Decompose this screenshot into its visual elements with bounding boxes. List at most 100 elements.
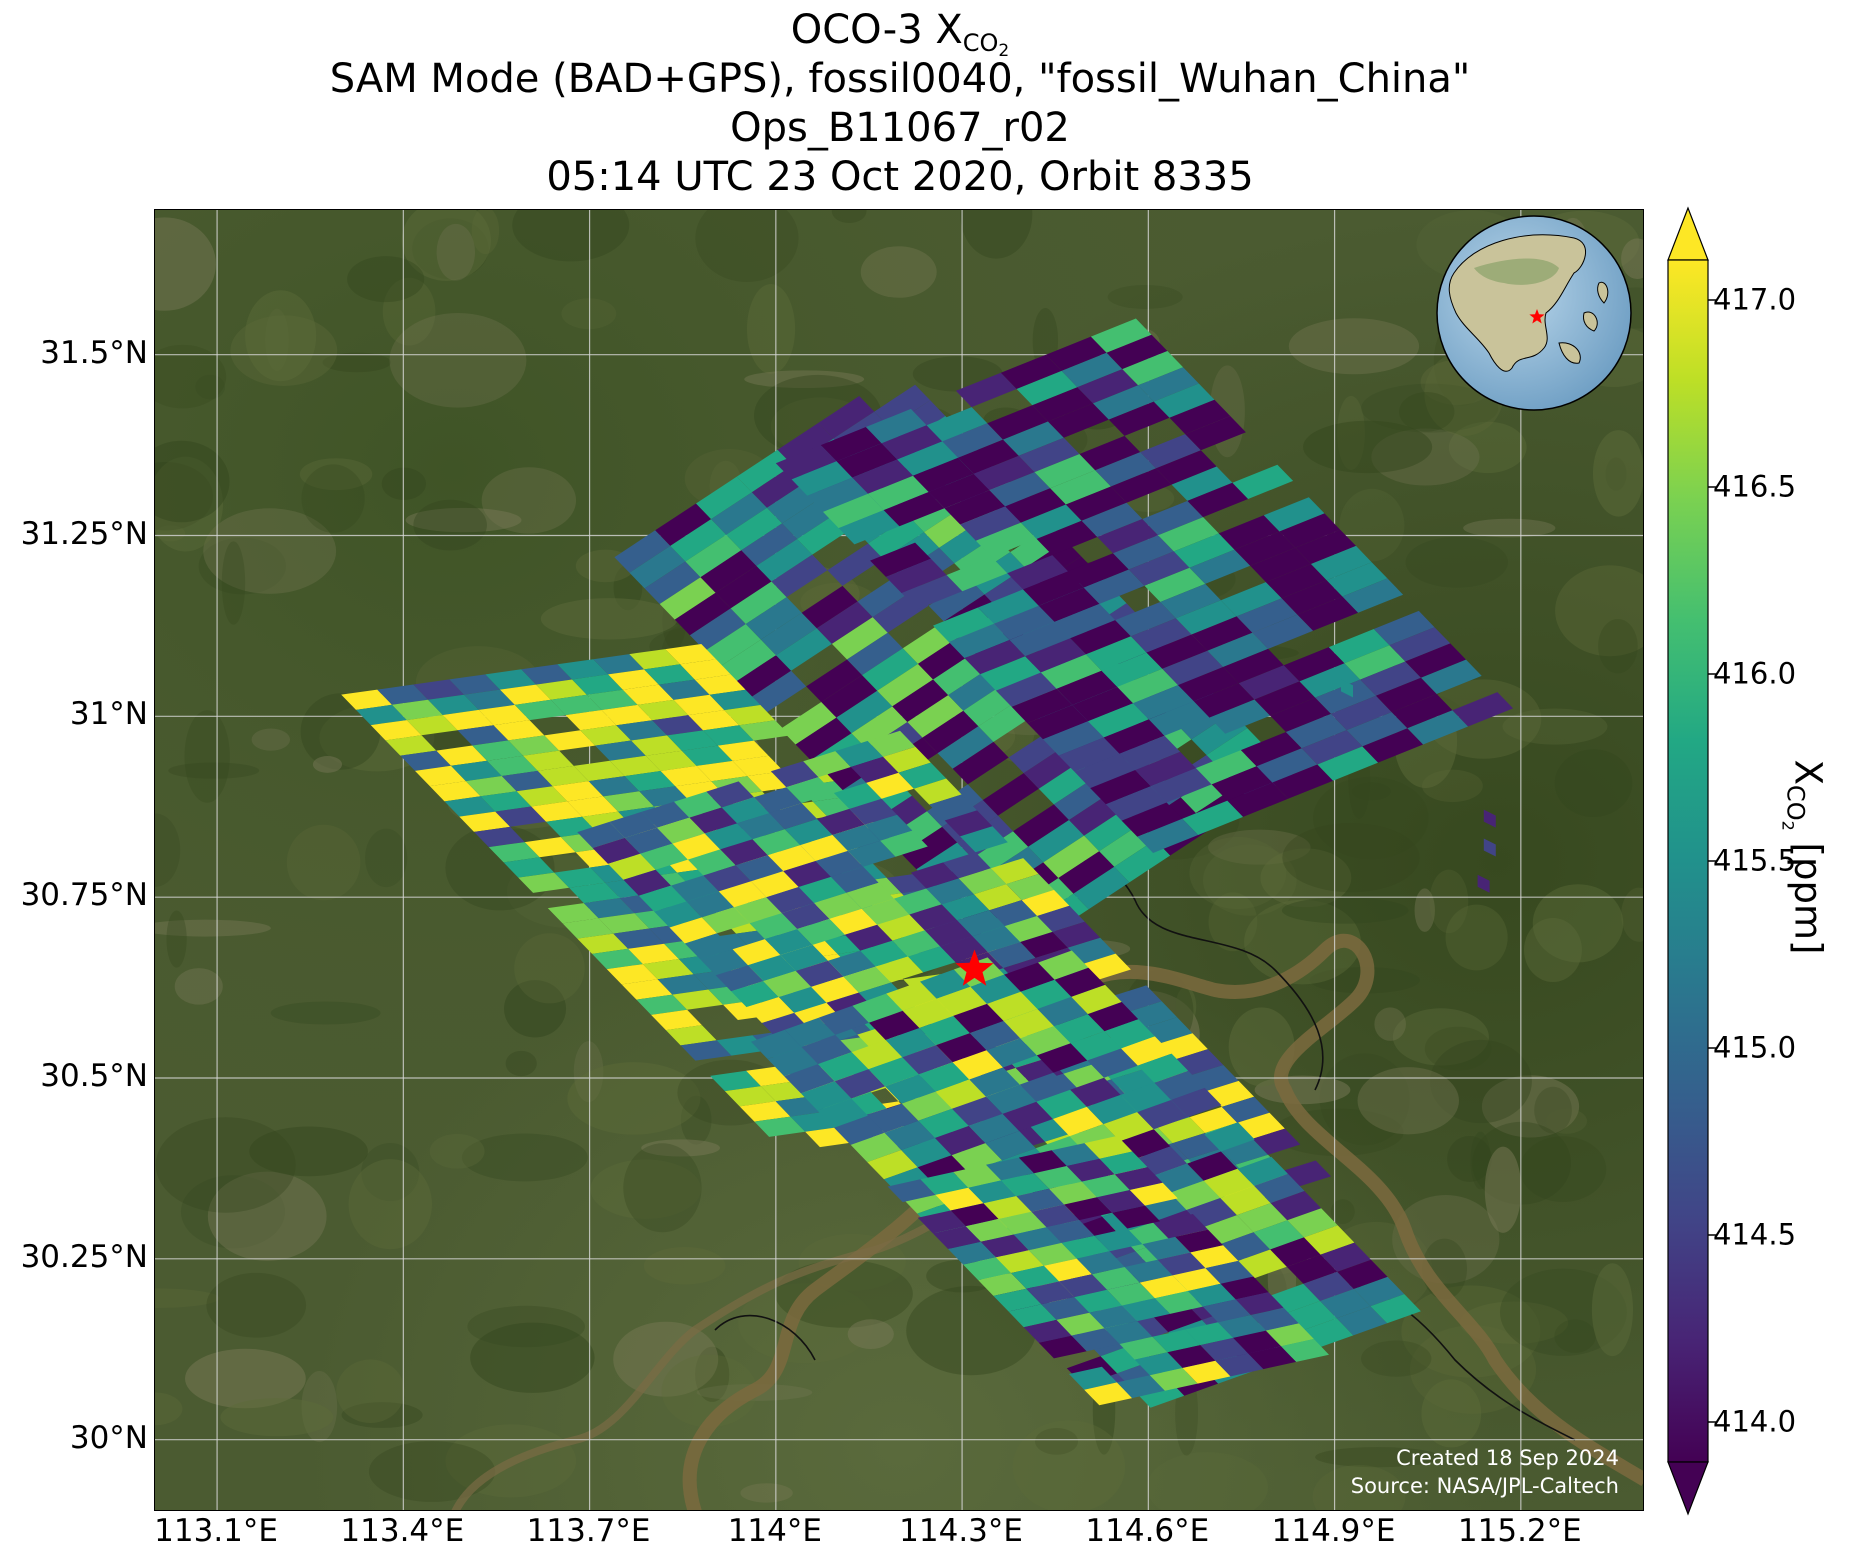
sounding-pixel bbox=[1097, 519, 1159, 554]
sounding-pixel bbox=[1175, 1049, 1224, 1076]
created-date: Created 18 Sep 2024 bbox=[1396, 1446, 1619, 1470]
sounding-pixel bbox=[974, 884, 1022, 911]
sounding-pixel bbox=[870, 542, 931, 577]
sounding-pixel bbox=[1087, 1048, 1138, 1078]
sounding-pixel bbox=[608, 669, 659, 690]
sounding-pixel bbox=[392, 699, 443, 721]
sounding-pixel bbox=[832, 824, 881, 851]
lat-tick-label: 31.25°N bbox=[20, 515, 148, 552]
map-panel[interactable]: Created 18 Sep 2024 Source: NASA/JPL-Cal… bbox=[154, 209, 1644, 1511]
sounding-pixel bbox=[1020, 931, 1068, 958]
sounding-pixel bbox=[1134, 1352, 1183, 1376]
sounding-pixel bbox=[704, 823, 753, 850]
sounding-pixel bbox=[1283, 1160, 1332, 1187]
sounding-pixel bbox=[642, 959, 694, 980]
sounding-pixel bbox=[1067, 937, 1116, 964]
sounding-pixel bbox=[444, 796, 496, 817]
sounding-pixel bbox=[818, 1005, 869, 1035]
sounding-pixel bbox=[1182, 800, 1244, 835]
sounding-pixel bbox=[637, 699, 689, 721]
sounding-pixel bbox=[969, 1021, 1021, 1051]
sounding-pixel bbox=[1005, 488, 1066, 523]
sounding-pixel bbox=[1200, 1337, 1249, 1361]
sounding-pixel bbox=[1281, 580, 1343, 615]
sounding-pixel bbox=[963, 1257, 1012, 1281]
sounding-pixel bbox=[953, 1164, 1002, 1188]
sounding-pixel bbox=[1072, 686, 1134, 722]
sounding-pixel bbox=[586, 689, 638, 710]
sounding-pixel bbox=[866, 772, 914, 799]
sounding-pixel bbox=[884, 1120, 935, 1150]
sounding-pixel bbox=[918, 1062, 970, 1092]
sounding-pixel bbox=[1045, 336, 1107, 371]
sounding-pixel bbox=[780, 944, 828, 971]
sounding-pixel bbox=[1049, 1181, 1097, 1205]
sounding-pixel bbox=[1189, 549, 1251, 584]
sounding-pixel bbox=[1085, 636, 1147, 671]
sounding-pixel bbox=[1041, 1297, 1090, 1320]
sounding-pixel bbox=[948, 623, 1010, 659]
sounding-pixel bbox=[1195, 750, 1257, 785]
sounding-pixel bbox=[1178, 667, 1239, 702]
sounding-pixel bbox=[821, 675, 878, 718]
sounding-pixel bbox=[623, 869, 671, 896]
sounding-pixel bbox=[1150, 768, 1212, 803]
sounding-pixel bbox=[920, 969, 971, 999]
sounding-pixel bbox=[1252, 614, 1314, 649]
lat-tick-label: 30.5°N bbox=[40, 1058, 148, 1094]
sounding-pixel bbox=[544, 730, 596, 751]
sounding-pixel bbox=[660, 765, 712, 787]
sounding-pixel bbox=[754, 1116, 806, 1137]
sounding-pixel bbox=[1220, 1185, 1271, 1216]
sounding-pixel bbox=[836, 443, 898, 478]
sounding-pixel bbox=[754, 787, 802, 814]
sounding-pixel bbox=[720, 839, 768, 866]
sounding-pixel bbox=[986, 1157, 1034, 1181]
sounding-pixel bbox=[1483, 838, 1496, 857]
sounding-pixel bbox=[969, 1067, 1020, 1097]
sounding-pixel bbox=[1203, 1215, 1254, 1245]
sounding-pixel bbox=[1202, 1299, 1251, 1323]
sounding-pixel bbox=[670, 519, 727, 562]
sounding-pixel bbox=[341, 689, 392, 710]
sounding-pixel bbox=[665, 644, 717, 665]
sounding-pixel bbox=[783, 861, 831, 887]
sounding-pixel bbox=[1084, 1382, 1133, 1406]
sounding-pixel bbox=[1101, 652, 1163, 687]
sounding-pixel bbox=[829, 908, 878, 935]
sounding-pixel bbox=[885, 1028, 937, 1058]
sounding-pixel bbox=[1031, 1204, 1080, 1228]
sounding-pixel bbox=[715, 565, 772, 609]
sounding-pixel bbox=[1020, 504, 1082, 539]
sounding-pixel bbox=[1203, 1168, 1255, 1198]
sounding-pixel bbox=[1088, 703, 1149, 738]
sounding-pixel bbox=[636, 994, 688, 1015]
sounding-pixel bbox=[1220, 1276, 1269, 1300]
colorbar-tick-label: 414.5 bbox=[1713, 1217, 1797, 1252]
sounding-pixel bbox=[907, 946, 956, 973]
sounding-pixel bbox=[751, 1029, 802, 1059]
sounding-pixel bbox=[875, 956, 924, 983]
sounding-pixel bbox=[1238, 665, 1300, 700]
sounding-pixel bbox=[769, 803, 818, 830]
sounding-pixel bbox=[980, 1234, 1029, 1258]
target-star-icon bbox=[955, 949, 994, 986]
sounding-pixel bbox=[1018, 437, 1080, 473]
sounding-pixel bbox=[1061, 352, 1123, 388]
sounding-pixel bbox=[1087, 1002, 1139, 1032]
sounding-pixel bbox=[400, 750, 451, 771]
sounding-pixel bbox=[1117, 1375, 1165, 1399]
sounding-pixel bbox=[894, 888, 942, 915]
sounding-pixel bbox=[726, 507, 783, 551]
sounding-pixel bbox=[817, 808, 865, 835]
han-river bbox=[451, 1166, 1018, 1510]
sounding-pixel bbox=[1169, 399, 1231, 435]
sounding-pixel bbox=[583, 898, 635, 919]
sounding-pixel bbox=[573, 760, 625, 782]
sounding-pixel bbox=[673, 694, 725, 716]
map-canvas[interactable] bbox=[155, 210, 1644, 1511]
sounding-pixel bbox=[1283, 647, 1345, 682]
sounding-pixel bbox=[764, 929, 813, 955]
sounding-pixel bbox=[843, 966, 892, 993]
sounding-pixel bbox=[739, 1101, 791, 1122]
